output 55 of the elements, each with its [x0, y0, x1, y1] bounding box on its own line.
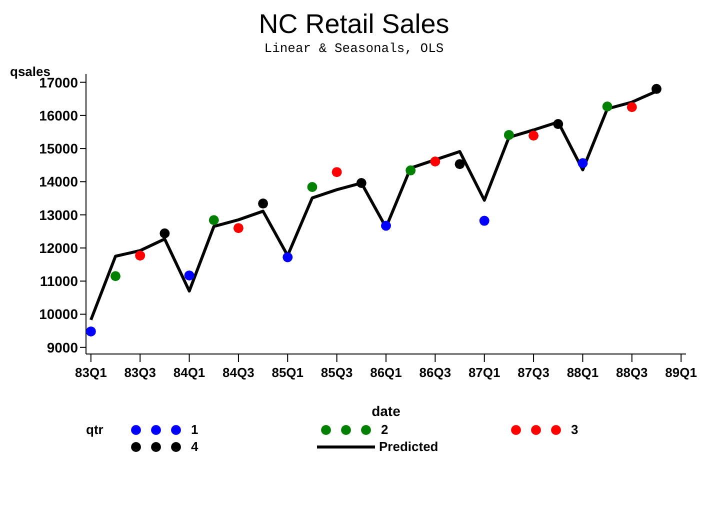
point	[479, 216, 490, 226]
x-tick-label: 84Q1	[173, 365, 206, 380]
y-tick-label: 14000	[39, 174, 78, 190]
point	[381, 220, 391, 231]
point	[651, 84, 662, 94]
x-tick-label: 83Q1	[75, 365, 107, 380]
chart-subtitle: Linear & Seasonals, OLS	[263, 40, 445, 58]
x-tick-label: 89Q1	[665, 365, 697, 380]
x-axis-title: date	[372, 403, 401, 419]
x-tick-label: 83Q3	[124, 365, 156, 380]
point	[282, 252, 293, 262]
x-tick-label: 87Q3	[518, 365, 550, 380]
chart-title: NC Retail Sales	[258, 8, 450, 40]
x-tick-label: 85Q1	[272, 365, 304, 380]
x-tick-label: 85Q3	[320, 365, 353, 380]
y-tick-label: 9000	[46, 339, 78, 356]
point	[332, 167, 342, 178]
x-tick-label: 86Q3	[419, 365, 452, 380]
x-tick-label: 87Q1	[468, 365, 500, 380]
point	[135, 250, 146, 261]
legend-label: 2	[381, 422, 388, 437]
point	[110, 271, 121, 282]
legend-label: Predicted	[379, 439, 438, 454]
y-tick-label: 12000	[39, 240, 78, 256]
x-tick-label: 88Q1	[566, 365, 599, 380]
x-tick-label: 88Q3	[616, 365, 648, 380]
legend-label: 4	[191, 439, 198, 454]
point	[528, 130, 539, 141]
point	[208, 215, 219, 226]
point	[626, 102, 637, 112]
x-tick-label: 86Q1	[370, 365, 402, 380]
y-tick-label: 10000	[39, 306, 78, 322]
y-tick-label: 13000	[39, 206, 78, 223]
point	[307, 182, 318, 192]
point	[233, 223, 244, 234]
point	[602, 101, 612, 112]
point	[258, 198, 268, 209]
legend-label: 1	[191, 422, 198, 437]
point	[430, 156, 440, 166]
y-tick-label: 16000	[39, 107, 78, 124]
point	[454, 159, 465, 170]
point	[406, 165, 416, 176]
point	[553, 119, 564, 130]
x-tick-label: 84Q3	[222, 365, 254, 380]
y-axis-title: qsales	[10, 64, 50, 79]
point	[184, 270, 194, 280]
point	[160, 228, 170, 238]
point	[578, 158, 588, 168]
y-tick-label: 15000	[39, 140, 78, 157]
point	[86, 326, 96, 336]
point	[504, 130, 514, 140]
legend-title: qtr	[86, 422, 104, 439]
y-tick-label: 11000	[40, 273, 78, 290]
legend-label: 3	[571, 422, 578, 437]
point	[356, 178, 366, 188]
